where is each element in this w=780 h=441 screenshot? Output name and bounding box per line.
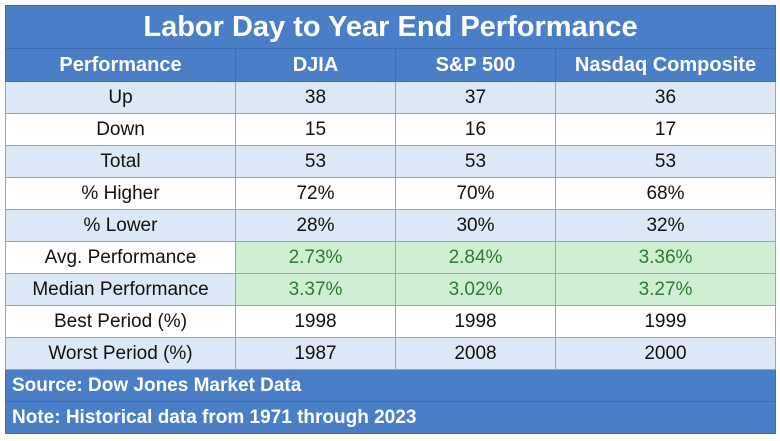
- row-label: % Lower: [5, 209, 236, 242]
- table-cell: 2.73%: [235, 241, 396, 274]
- column-header: S&P 500: [395, 48, 556, 82]
- table-cell: 37: [395, 81, 556, 114]
- table-cell: 53: [555, 145, 776, 178]
- table-cell: 38: [235, 81, 396, 114]
- column-header: DJIA: [235, 48, 396, 82]
- table-cell: 53: [235, 145, 396, 178]
- table-row: % Higher 72% 70% 68%: [5, 177, 776, 210]
- table-row: Up 38 37 36: [5, 81, 776, 114]
- table-cell: 72%: [235, 177, 396, 210]
- table-cell: 32%: [555, 209, 776, 242]
- table-cell: 3.37%: [235, 273, 396, 306]
- row-label: Avg. Performance: [5, 241, 236, 274]
- table-cell: 68%: [555, 177, 776, 210]
- table-title: Labor Day to Year End Performance: [5, 5, 776, 49]
- table-row: Median Performance 3.37% 3.02% 3.27%: [5, 273, 776, 306]
- table-cell: 3.27%: [555, 273, 776, 306]
- table-cell: 70%: [395, 177, 556, 210]
- data-note: Note: Historical data from 1971 through …: [5, 401, 776, 434]
- table-cell: 1998: [235, 305, 396, 338]
- row-label: Total: [5, 145, 236, 178]
- performance-table: Labor Day to Year End Performance Perfor…: [5, 5, 776, 434]
- row-label: Down: [5, 113, 236, 146]
- table-row: % Lower 28% 30% 32%: [5, 209, 776, 242]
- table-cell: 1987: [235, 337, 396, 370]
- table-cell: 3.02%: [395, 273, 556, 306]
- table-row: Best Period (%) 1998 1998 1999: [5, 305, 776, 338]
- table-cell: 15: [235, 113, 396, 146]
- table-cell: 2.84%: [395, 241, 556, 274]
- table-cell: 28%: [235, 209, 396, 242]
- table-cell: 36: [555, 81, 776, 114]
- table-cell: 3.36%: [555, 241, 776, 274]
- table-cell: 30%: [395, 209, 556, 242]
- column-header: Nasdaq Composite: [555, 48, 776, 82]
- table-row: Worst Period (%) 1987 2008 2000: [5, 337, 776, 370]
- table-row: Avg. Performance 2.73% 2.84% 3.36%: [5, 241, 776, 274]
- table-cell: 17: [555, 113, 776, 146]
- row-label: Worst Period (%): [5, 337, 236, 370]
- table-cell: 1999: [555, 305, 776, 338]
- row-label: Best Period (%): [5, 305, 236, 338]
- table-cell: 16: [395, 113, 556, 146]
- row-label: % Higher: [5, 177, 236, 210]
- table-cell: 1998: [395, 305, 556, 338]
- table-row: Down 15 16 17: [5, 113, 776, 146]
- row-label: Up: [5, 81, 236, 114]
- column-header: Performance: [5, 48, 236, 82]
- table-cell: 53: [395, 145, 556, 178]
- row-label: Median Performance: [5, 273, 236, 306]
- table-cell: 2000: [555, 337, 776, 370]
- source-note: Source: Dow Jones Market Data: [5, 369, 776, 402]
- table-row: Total 53 53 53: [5, 145, 776, 178]
- table-cell: 2008: [395, 337, 556, 370]
